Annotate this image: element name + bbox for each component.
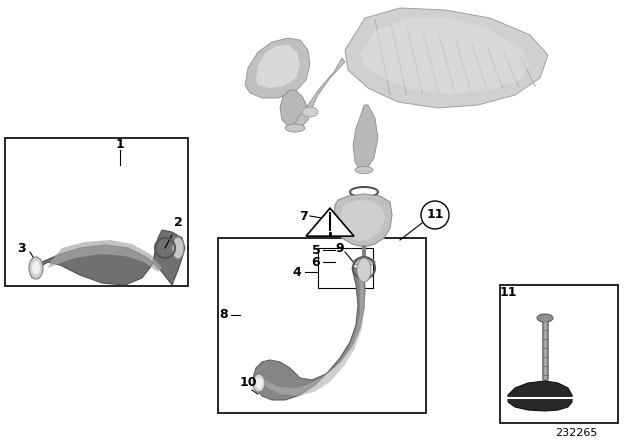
Polygon shape — [48, 240, 162, 272]
Ellipse shape — [537, 314, 553, 322]
Ellipse shape — [253, 374, 265, 392]
Text: 7: 7 — [299, 210, 307, 223]
Circle shape — [421, 201, 449, 229]
Text: 11: 11 — [499, 285, 516, 298]
Bar — [5, 138, 188, 286]
Polygon shape — [360, 18, 530, 94]
Text: 10: 10 — [239, 376, 257, 389]
Ellipse shape — [172, 237, 184, 259]
Ellipse shape — [355, 167, 373, 173]
Polygon shape — [508, 381, 572, 411]
Polygon shape — [345, 8, 548, 108]
Text: 4: 4 — [292, 266, 301, 279]
Polygon shape — [353, 105, 378, 170]
Text: 3: 3 — [18, 241, 26, 254]
Text: 232265: 232265 — [556, 428, 598, 438]
Text: 8: 8 — [220, 309, 228, 322]
Polygon shape — [245, 38, 310, 98]
Text: 11: 11 — [426, 208, 444, 221]
Polygon shape — [339, 200, 385, 241]
Ellipse shape — [302, 107, 318, 117]
Text: 1: 1 — [116, 138, 124, 151]
Ellipse shape — [255, 378, 262, 388]
Ellipse shape — [359, 260, 369, 266]
Ellipse shape — [32, 261, 40, 275]
Ellipse shape — [353, 258, 375, 266]
Polygon shape — [30, 230, 185, 285]
Text: 5: 5 — [312, 244, 321, 257]
Bar — [318, 248, 373, 288]
Ellipse shape — [285, 124, 305, 132]
Polygon shape — [260, 270, 365, 396]
Ellipse shape — [357, 258, 371, 282]
Polygon shape — [334, 194, 392, 247]
Bar — [500, 285, 618, 423]
Polygon shape — [292, 58, 345, 132]
Text: 9: 9 — [336, 241, 344, 254]
Polygon shape — [256, 45, 300, 88]
Polygon shape — [306, 208, 354, 236]
Polygon shape — [253, 268, 365, 400]
Bar — [218, 238, 426, 413]
Text: 6: 6 — [312, 255, 320, 268]
Ellipse shape — [29, 257, 43, 279]
Text: 2: 2 — [173, 215, 182, 228]
Polygon shape — [280, 90, 308, 128]
